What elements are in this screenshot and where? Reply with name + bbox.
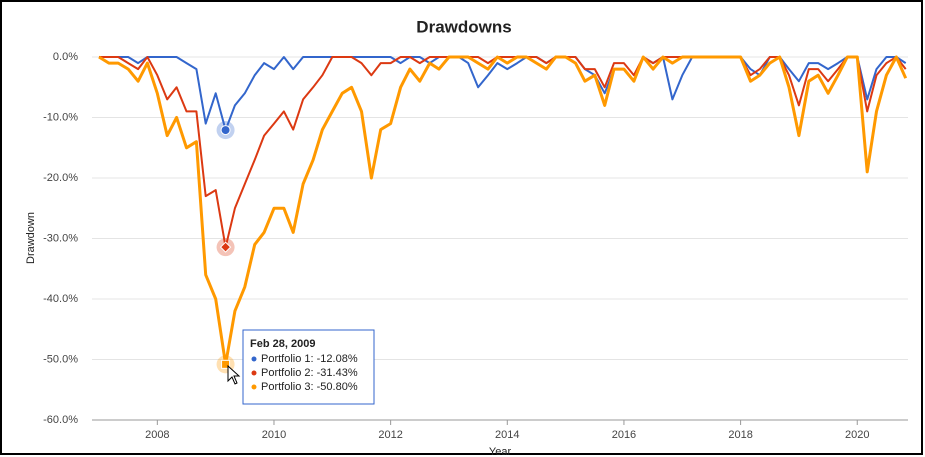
tooltip: Feb 28, 2009 Portfolio 1: -12.08% Portfoli… (242, 329, 375, 405)
tooltip-dot (251, 370, 257, 376)
tooltip-item: Portfolio 2: -31.43% (261, 367, 358, 379)
series-line (99, 56, 907, 249)
x-tick-label: 2010 (262, 429, 286, 441)
y-tick-label: -10.0% (43, 111, 78, 123)
tooltip-dot (251, 384, 257, 390)
y-tick-label: -60.0% (43, 414, 78, 426)
x-tick-label: 2020 (845, 429, 869, 441)
x-tick-label: 2008 (145, 429, 169, 441)
highlight-point (221, 359, 231, 369)
tooltip-box (242, 329, 375, 405)
y-tick-label: -50.0% (43, 353, 78, 365)
tooltip-item: Portfolio 3: -50.80% (261, 381, 358, 393)
y-tick-label: -30.0% (43, 232, 78, 244)
x-tick-label: 2012 (378, 429, 402, 441)
tooltip-dot (251, 356, 257, 362)
x-axis-label: Year (489, 446, 512, 457)
series-line (98, 55, 908, 366)
y-tick-label: -20.0% (43, 172, 78, 184)
tooltip-title: Feb 28, 2009 (250, 338, 315, 350)
cursor (227, 364, 241, 385)
tooltip-item: Portfolio 1: -12.08% (261, 353, 358, 365)
y-tick-label: -40.0% (43, 293, 78, 305)
y-tick-label: 0.0% (53, 51, 78, 63)
chart-title: Drawdowns (416, 17, 511, 36)
highlight-point (220, 125, 231, 136)
y-axis-label: Drawdown (25, 212, 37, 264)
x-tick-label: 2018 (728, 429, 752, 441)
highlight-point (219, 241, 232, 253)
x-tick-label: 2014 (495, 429, 519, 441)
x-tick-label: 2016 (612, 429, 636, 441)
